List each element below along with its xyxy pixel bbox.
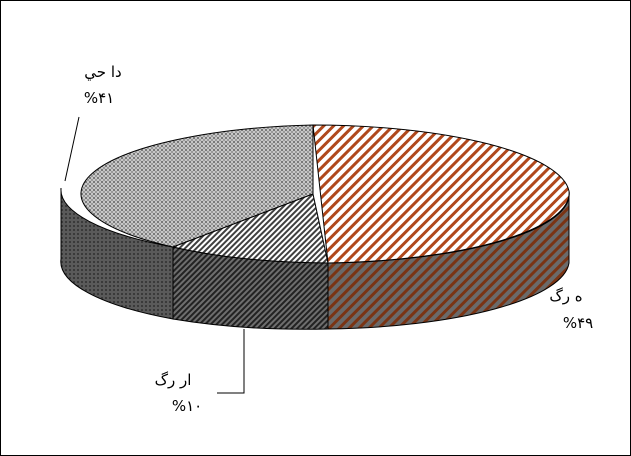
slice-label-small: ار رگ	[155, 371, 192, 389]
leader-line-small	[217, 329, 245, 394]
slice-percent-orange: %۴۹	[563, 314, 593, 332]
slice-percent-small: %۱۰	[172, 397, 202, 415]
slice-percent-gray: %۴۱	[84, 89, 114, 107]
slice-label-gray: دا حي	[84, 63, 121, 82]
leader-line-gray	[64, 116, 80, 182]
slice-label-orange: ه رگ	[549, 287, 582, 305]
slice-top-orange	[312, 124, 570, 264]
slice-top-gray	[80, 124, 314, 248]
slice-top-small	[171, 193, 329, 264]
